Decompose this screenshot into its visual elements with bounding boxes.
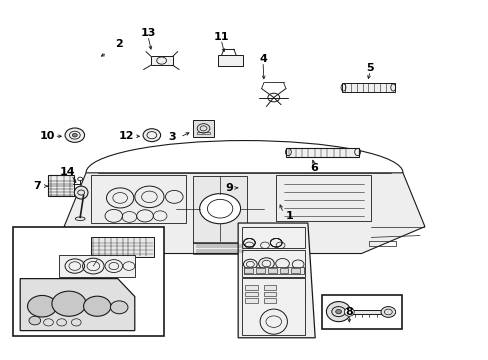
Ellipse shape <box>74 186 88 199</box>
Text: 7: 7 <box>33 181 41 191</box>
Bar <box>193 176 246 243</box>
Bar <box>245 292 257 296</box>
Ellipse shape <box>143 129 160 141</box>
Bar <box>276 175 370 221</box>
Bar <box>341 83 394 92</box>
Ellipse shape <box>29 316 41 325</box>
Bar <box>91 237 154 257</box>
Bar <box>242 226 305 248</box>
Bar <box>321 295 401 329</box>
Bar <box>151 56 172 65</box>
Text: 5: 5 <box>366 63 373 73</box>
Bar <box>242 250 305 277</box>
Ellipse shape <box>326 302 350 321</box>
Text: 11: 11 <box>213 32 228 41</box>
Bar <box>193 242 246 253</box>
Bar <box>264 292 276 296</box>
Text: 6: 6 <box>310 163 318 173</box>
Bar <box>351 310 387 314</box>
Text: 12: 12 <box>119 131 134 141</box>
Bar <box>285 148 358 157</box>
Bar <box>196 132 210 134</box>
Ellipse shape <box>110 301 128 314</box>
Bar <box>264 298 276 303</box>
Bar <box>48 175 74 196</box>
Ellipse shape <box>335 310 341 314</box>
Ellipse shape <box>52 291 86 316</box>
Text: 13: 13 <box>140 28 155 38</box>
Ellipse shape <box>27 296 57 317</box>
Bar <box>264 285 276 290</box>
Bar <box>244 268 253 273</box>
Ellipse shape <box>83 296 111 316</box>
Bar <box>279 268 288 273</box>
Bar <box>13 226 163 336</box>
Bar <box>59 255 135 277</box>
Bar <box>267 268 276 273</box>
Bar <box>193 120 213 137</box>
Polygon shape <box>64 173 424 253</box>
Bar <box>368 241 395 246</box>
Polygon shape <box>20 279 135 330</box>
Text: 10: 10 <box>39 131 55 141</box>
Text: 2: 2 <box>115 40 122 49</box>
Ellipse shape <box>199 194 240 224</box>
Text: 1: 1 <box>285 211 293 221</box>
Bar <box>245 285 257 290</box>
Bar <box>243 267 303 274</box>
Bar <box>256 268 264 273</box>
Bar <box>91 175 185 223</box>
Text: 9: 9 <box>224 183 232 193</box>
Bar <box>242 278 305 335</box>
Bar <box>245 298 257 303</box>
Text: 8: 8 <box>345 307 352 317</box>
Bar <box>218 55 242 66</box>
Polygon shape <box>238 223 315 338</box>
Text: 3: 3 <box>168 132 176 142</box>
Ellipse shape <box>380 307 395 318</box>
Ellipse shape <box>65 128 84 142</box>
Bar <box>291 268 300 273</box>
Text: 14: 14 <box>60 167 76 177</box>
Text: 4: 4 <box>259 54 266 64</box>
Ellipse shape <box>72 134 77 137</box>
Ellipse shape <box>344 308 353 316</box>
